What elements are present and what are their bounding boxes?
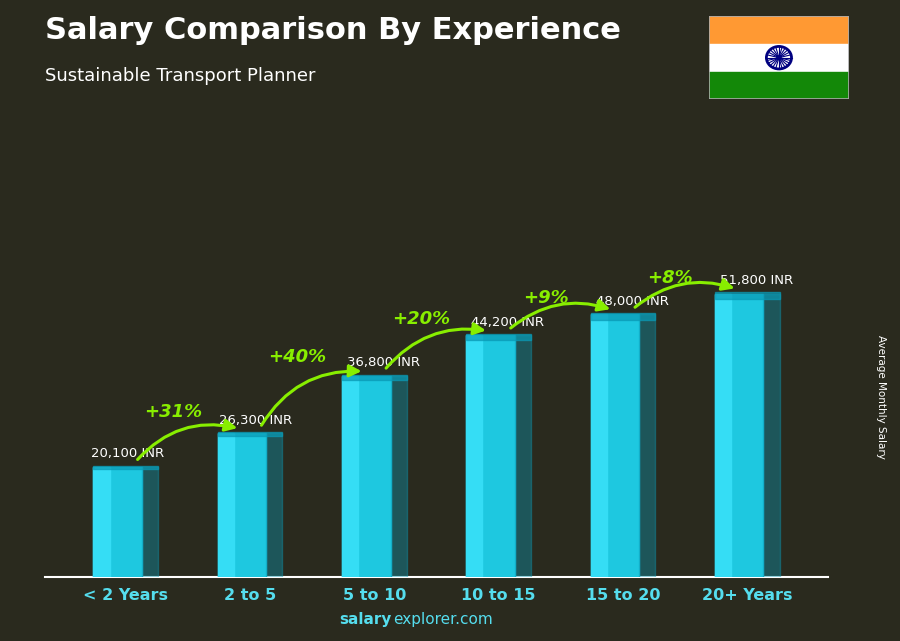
Bar — [515, 335, 531, 577]
Text: explorer.com: explorer.com — [393, 612, 493, 627]
Bar — [94, 467, 110, 577]
Text: +20%: +20% — [392, 310, 451, 328]
Bar — [590, 315, 639, 577]
Bar — [715, 292, 779, 299]
Text: 48,000 INR: 48,000 INR — [596, 295, 669, 308]
Bar — [639, 315, 655, 577]
Circle shape — [777, 56, 781, 60]
Bar — [715, 294, 731, 577]
Bar — [709, 16, 849, 44]
Bar — [590, 313, 655, 320]
Bar — [94, 467, 158, 469]
Text: 36,800 INR: 36,800 INR — [347, 356, 420, 369]
Bar — [142, 467, 158, 577]
Bar — [342, 375, 407, 379]
Bar — [218, 433, 283, 436]
Bar — [218, 433, 266, 577]
Text: +31%: +31% — [144, 403, 202, 421]
Text: 26,300 INR: 26,300 INR — [219, 413, 292, 426]
Bar — [391, 376, 407, 577]
Bar — [342, 376, 358, 577]
Bar — [709, 44, 849, 72]
Text: 44,200 INR: 44,200 INR — [472, 315, 544, 329]
Bar — [466, 335, 515, 577]
Bar — [466, 334, 531, 340]
Text: salary: salary — [339, 612, 392, 627]
Text: 20,100 INR: 20,100 INR — [91, 447, 164, 460]
Text: 51,800 INR: 51,800 INR — [720, 274, 793, 287]
Text: Salary Comparison By Experience: Salary Comparison By Experience — [45, 16, 621, 45]
Text: +9%: +9% — [523, 289, 569, 308]
Text: +8%: +8% — [647, 269, 693, 287]
Bar — [218, 433, 234, 577]
Bar — [590, 315, 607, 577]
Text: Average Monthly Salary: Average Monthly Salary — [877, 335, 886, 460]
Bar — [342, 376, 391, 577]
Bar — [94, 467, 142, 577]
Text: Sustainable Transport Planner: Sustainable Transport Planner — [45, 67, 316, 85]
Bar — [709, 72, 849, 99]
Bar — [763, 294, 779, 577]
Bar — [466, 335, 482, 577]
Bar — [715, 294, 763, 577]
Bar — [266, 433, 283, 577]
Text: +40%: +40% — [268, 347, 327, 366]
